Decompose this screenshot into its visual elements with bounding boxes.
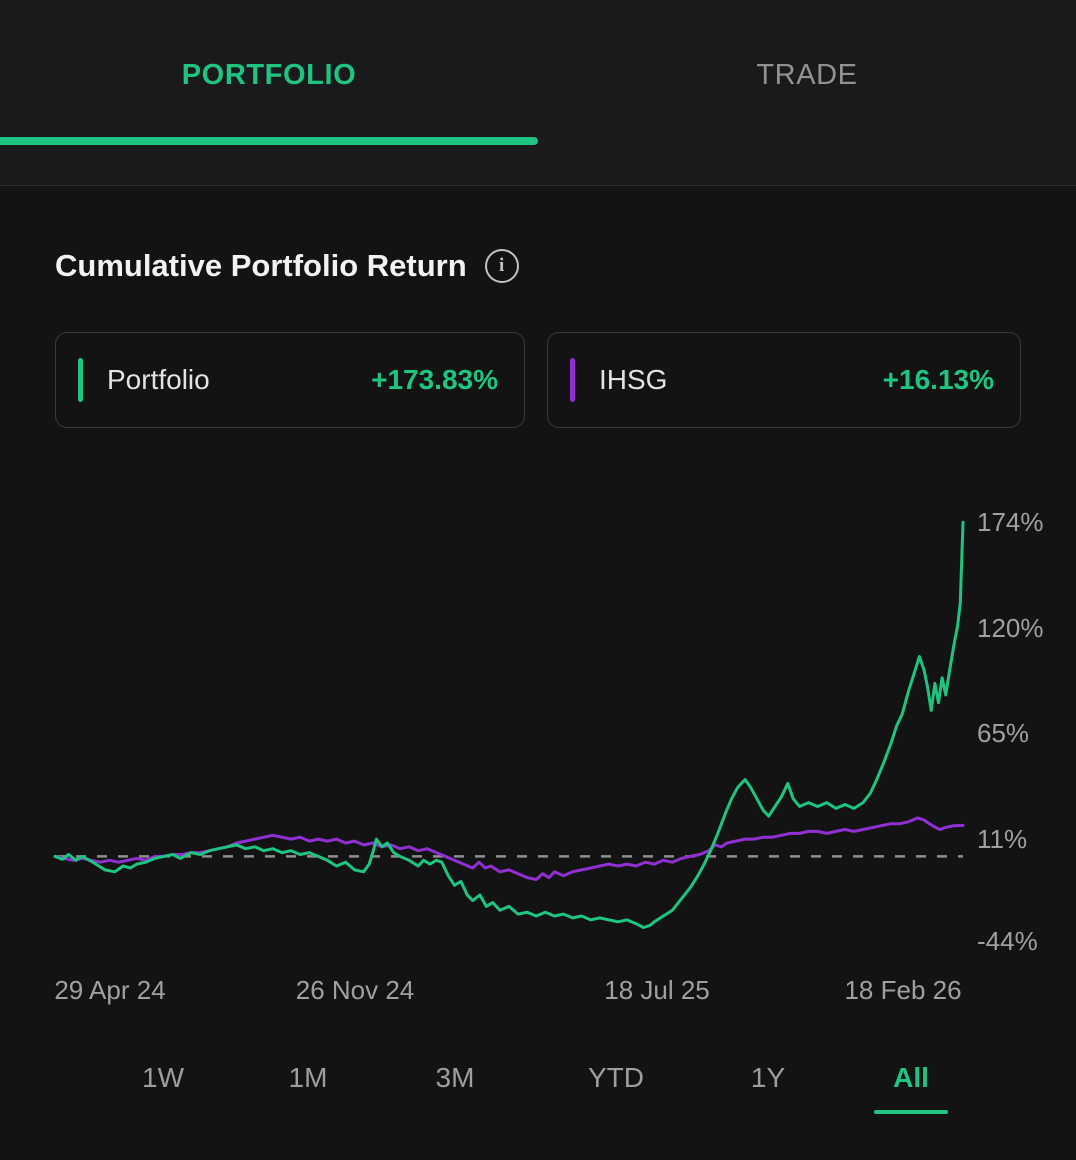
legend-card-ihsg[interactable]: IHSG +16.13% [547,332,1021,428]
tab-trade[interactable]: TRADE [538,0,1076,150]
timeframe-ytd[interactable]: YTD [588,1062,644,1093]
tab-trade-label: TRADE [756,58,858,91]
ihsg-legend-label: IHSG [599,364,668,395]
x-axis-label: 18 Feb 26 [844,975,962,1005]
portfolio-color-swatch [78,358,83,402]
x-axis-label: 26 Nov 24 [295,975,415,1005]
tab-portfolio-label: PORTFOLIO [181,58,357,91]
tab-bar: PORTFOLIO TRADE [0,0,1076,186]
info-icon[interactable]: i [484,249,519,283]
ihsg-color-swatch [570,358,575,402]
legend-card-portfolio[interactable]: Portfolio +173.83% [55,332,525,428]
page-title: Cumulative Portfolio Return [55,248,467,283]
y-axis-tick: 65% [977,718,1030,748]
section-title-row: Cumulative Portfolio Return i [55,248,519,284]
y-axis-tick: 120% [977,613,1044,643]
portfolio-line [53,520,965,929]
timeframe-1m[interactable]: 1M [288,1062,328,1093]
portfolio-return-value: +173.83% [371,364,498,395]
y-axis-tick: 11% [977,824,1028,854]
portfolio-legend-label: Portfolio [107,364,210,395]
ihsg-line [53,816,965,881]
timeframe-1y[interactable]: 1Y [750,1062,786,1093]
x-axis-label: 29 Apr 24 [54,975,166,1005]
active-tab-indicator [0,137,538,145]
cumulative-return-chart[interactable] [0,490,1076,970]
timeframe-3m[interactable]: 3M [435,1062,475,1093]
timeframe-all[interactable]: All [874,1062,948,1114]
active-timeframe-indicator [874,1110,948,1114]
ihsg-return-value: +16.13% [882,364,994,395]
y-axis-tick: 174% [977,507,1044,537]
tab-portfolio[interactable]: PORTFOLIO [0,0,538,150]
timeframe-1w[interactable]: 1W [142,1062,184,1093]
x-axis-label: 18 Jul 25 [604,975,710,1005]
y-axis-tick: -44% [977,926,1038,956]
